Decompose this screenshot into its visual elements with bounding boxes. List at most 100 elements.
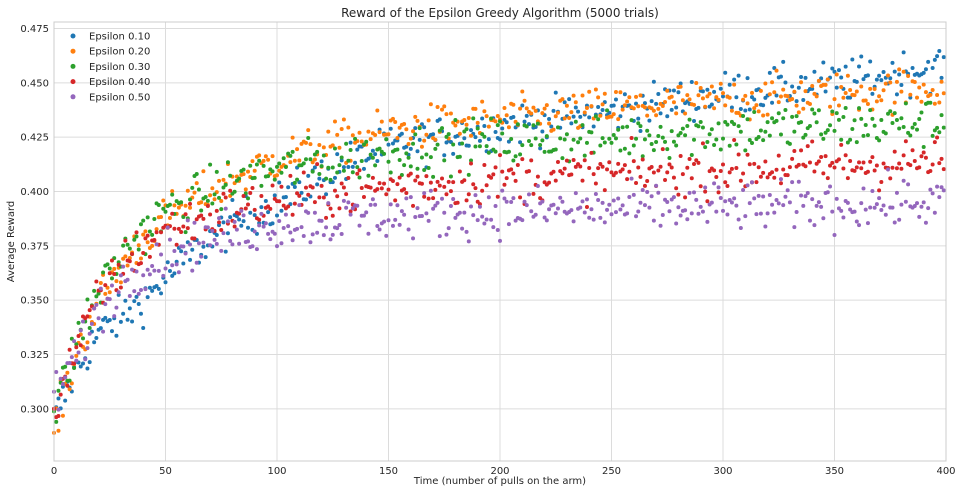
data-point — [125, 263, 130, 268]
data-point — [638, 93, 643, 98]
data-point — [415, 149, 420, 154]
data-point — [435, 200, 440, 205]
data-point — [685, 217, 690, 222]
data-point — [645, 128, 650, 133]
legend-label: Epsilon 0.10 — [89, 32, 150, 43]
data-point — [758, 211, 763, 216]
data-point — [562, 100, 567, 105]
data-point — [495, 123, 500, 128]
data-point — [469, 204, 474, 209]
data-point — [462, 118, 467, 123]
data-point — [796, 85, 801, 90]
data-point — [279, 208, 284, 213]
data-point — [832, 232, 837, 237]
data-point — [223, 249, 228, 254]
data-point — [482, 109, 487, 114]
data-point — [783, 80, 788, 85]
data-point — [689, 211, 694, 216]
data-point — [382, 151, 387, 156]
data-point — [270, 169, 275, 174]
data-point — [433, 146, 438, 151]
data-point — [116, 262, 121, 267]
data-point — [451, 151, 456, 156]
data-point — [270, 154, 275, 159]
data-point — [921, 144, 926, 149]
data-point — [498, 238, 502, 243]
data-point — [346, 176, 351, 181]
data-point — [843, 64, 848, 69]
data-point — [803, 75, 808, 80]
data-point — [138, 256, 143, 261]
data-point — [219, 227, 224, 232]
data-point — [654, 101, 659, 106]
data-point — [239, 223, 244, 228]
data-point — [935, 184, 940, 189]
data-point — [277, 199, 282, 204]
data-point — [727, 82, 732, 87]
data-point — [930, 191, 935, 196]
data-point — [442, 210, 447, 215]
data-point — [767, 133, 772, 138]
data-point — [792, 225, 797, 230]
data-point — [491, 225, 496, 230]
data-point — [703, 189, 708, 194]
data-point — [674, 143, 679, 148]
data-point — [573, 105, 578, 110]
data-point — [600, 108, 605, 113]
data-point — [312, 200, 317, 205]
data-point — [69, 355, 74, 360]
data-point — [339, 155, 344, 160]
data-point — [375, 158, 380, 163]
data-point — [319, 164, 324, 169]
data-point — [181, 244, 186, 249]
data-point — [571, 114, 576, 119]
data-point — [281, 226, 286, 231]
data-point — [716, 97, 721, 102]
data-point — [883, 81, 888, 86]
data-point — [647, 118, 652, 123]
data-point — [502, 182, 507, 187]
data-point — [654, 113, 659, 118]
data-point — [700, 89, 705, 94]
data-point — [801, 106, 806, 111]
data-point — [368, 185, 373, 190]
data-point — [674, 221, 679, 226]
data-point — [261, 163, 266, 168]
data-point — [636, 121, 641, 126]
chart-title: Reward of the Epsilon Greedy Algorithm (… — [341, 6, 659, 20]
data-point — [865, 101, 870, 106]
data-point — [482, 134, 487, 139]
data-point — [921, 150, 926, 155]
data-point — [150, 264, 155, 268]
data-point — [705, 199, 710, 204]
data-point — [107, 266, 112, 271]
data-point — [486, 195, 491, 200]
data-point — [248, 190, 253, 195]
data-point — [156, 268, 161, 273]
data-point — [765, 112, 770, 117]
data-point — [841, 114, 846, 119]
data-point — [446, 132, 451, 137]
data-point — [725, 212, 730, 217]
data-point — [520, 143, 525, 148]
data-point — [752, 196, 757, 201]
data-point — [600, 200, 605, 205]
data-point — [424, 174, 429, 179]
data-point — [533, 108, 538, 113]
data-point — [357, 130, 362, 135]
data-point — [297, 193, 302, 198]
data-point — [821, 171, 826, 176]
data-point — [729, 200, 734, 205]
data-point — [248, 163, 253, 168]
data-point — [150, 232, 155, 237]
data-point — [770, 202, 775, 207]
data-point — [745, 117, 750, 122]
data-point — [553, 90, 558, 95]
data-point — [712, 168, 717, 173]
data-point — [692, 102, 697, 107]
data-point — [89, 321, 94, 326]
data-point — [634, 136, 639, 141]
data-point — [747, 162, 752, 167]
data-point — [446, 179, 451, 184]
data-point — [692, 190, 697, 195]
